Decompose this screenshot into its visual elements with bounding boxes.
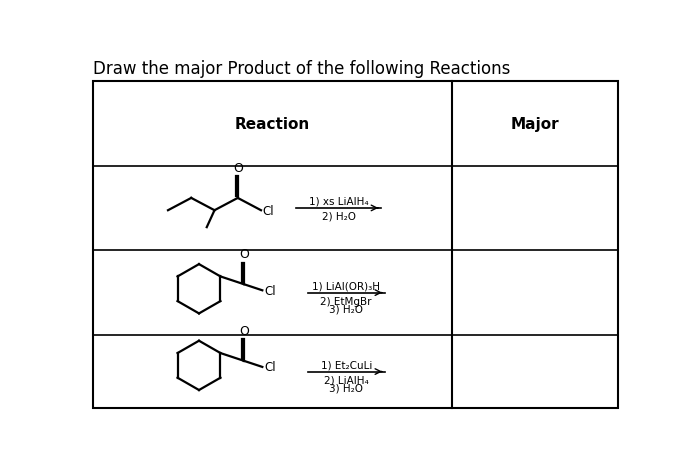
Text: 2) LiAlH₄: 2) LiAlH₄ [324, 375, 369, 385]
Text: Draw the major Product of the following Reactions: Draw the major Product of the following … [93, 60, 510, 78]
Text: 2) H₂O: 2) H₂O [322, 212, 356, 221]
Text: 1) LiAl(OR)₃H: 1) LiAl(OR)₃H [313, 281, 380, 291]
Text: O: O [239, 248, 249, 261]
Text: Cl: Cl [264, 361, 276, 374]
Text: Cl: Cl [263, 204, 274, 217]
Text: O: O [233, 162, 243, 175]
Text: Major: Major [511, 117, 559, 131]
Text: 3) H₂O: 3) H₂O [329, 382, 363, 393]
Text: O: O [239, 324, 249, 337]
Text: Reaction: Reaction [235, 117, 310, 131]
Text: 1) Et₂CuLi: 1) Et₂CuLi [321, 359, 372, 369]
Text: 3) H₂O: 3) H₂O [329, 304, 363, 314]
Text: 2) EtMgBr: 2) EtMgBr [320, 296, 372, 306]
Text: 1) xs LiAlH₄: 1) xs LiAlH₄ [308, 196, 368, 206]
Text: Cl: Cl [264, 284, 276, 297]
